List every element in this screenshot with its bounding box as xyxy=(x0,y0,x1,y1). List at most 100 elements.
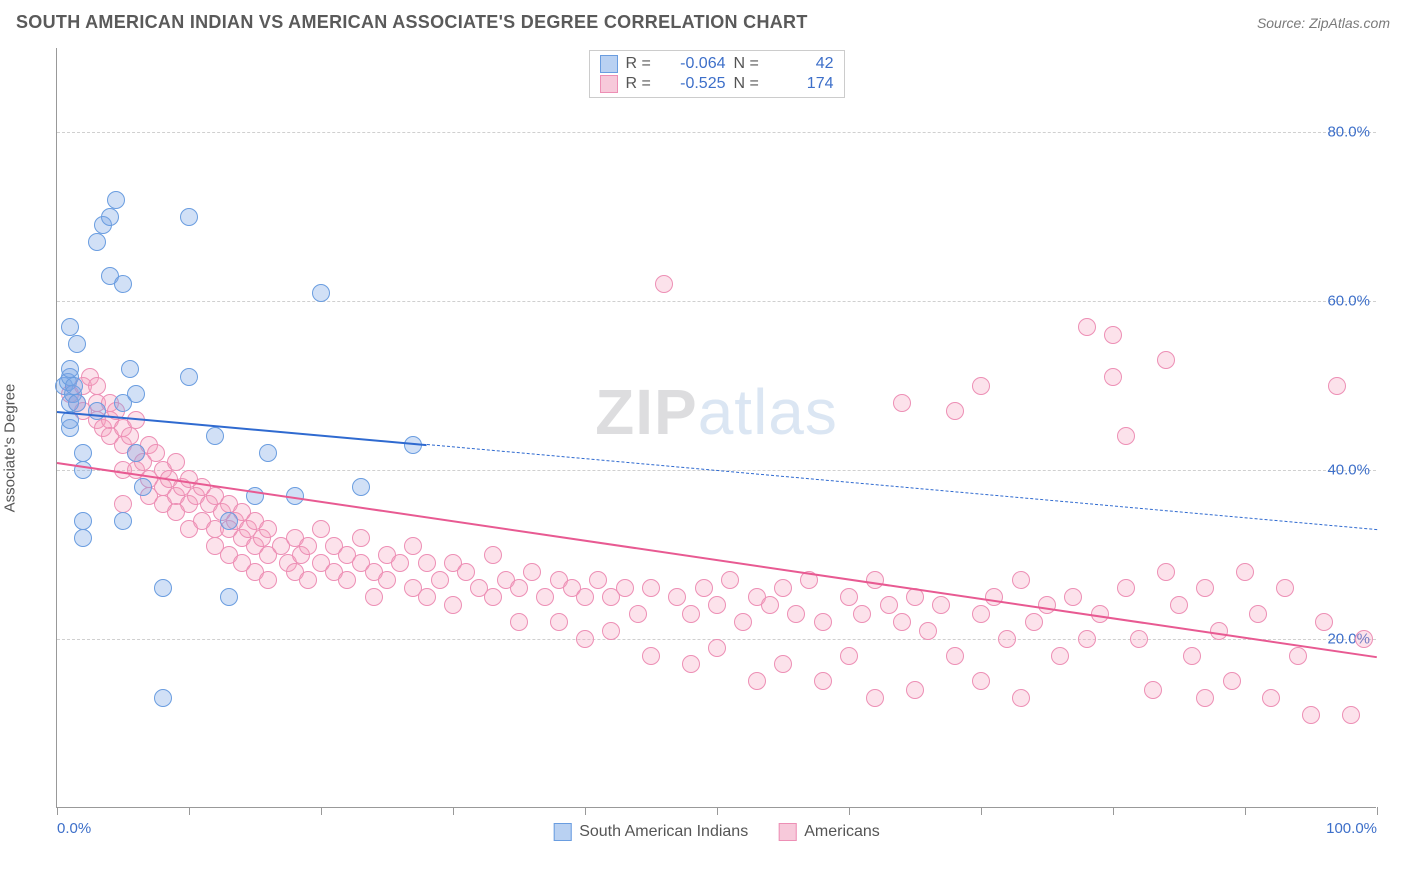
data-point xyxy=(682,605,700,623)
data-point xyxy=(1170,596,1188,614)
y-tick-label: 40.0% xyxy=(1327,462,1370,479)
n-label: N = xyxy=(734,55,764,73)
data-point xyxy=(866,689,884,707)
data-point xyxy=(147,444,165,462)
data-point xyxy=(484,588,502,606)
data-point xyxy=(946,647,964,665)
data-point xyxy=(1328,377,1346,395)
legend-label-pink: Americans xyxy=(804,823,880,841)
watermark-part2: atlas xyxy=(698,376,838,448)
data-point xyxy=(576,630,594,648)
data-point xyxy=(589,571,607,589)
x-tick xyxy=(585,807,586,815)
data-point xyxy=(101,208,119,226)
data-point xyxy=(774,579,792,597)
data-point xyxy=(206,427,224,445)
stats-row-blue: R = -0.064 N = 42 xyxy=(600,55,834,73)
data-point xyxy=(576,588,594,606)
data-point xyxy=(121,360,139,378)
data-point xyxy=(352,478,370,496)
data-point xyxy=(61,318,79,336)
data-point xyxy=(391,554,409,572)
data-point xyxy=(154,689,172,707)
data-point xyxy=(220,512,238,530)
data-point xyxy=(418,588,436,606)
data-point xyxy=(74,461,92,479)
data-point xyxy=(748,672,766,690)
data-point xyxy=(972,605,990,623)
data-point xyxy=(299,571,317,589)
data-point xyxy=(1355,630,1373,648)
data-point xyxy=(74,512,92,530)
data-point xyxy=(972,377,990,395)
r-value-blue: -0.064 xyxy=(664,55,726,73)
data-point xyxy=(510,613,528,631)
n-label: N = xyxy=(734,75,764,93)
data-point xyxy=(134,478,152,496)
data-point xyxy=(1038,596,1056,614)
x-tick-label: 100.0% xyxy=(1326,820,1377,837)
r-value-pink: -0.525 xyxy=(664,75,726,93)
data-point xyxy=(1276,579,1294,597)
data-point xyxy=(74,444,92,462)
data-point xyxy=(431,571,449,589)
data-point xyxy=(536,588,554,606)
data-point xyxy=(1144,681,1162,699)
data-point xyxy=(114,512,132,530)
data-point xyxy=(1104,326,1122,344)
data-point xyxy=(866,571,884,589)
data-point xyxy=(1315,613,1333,631)
data-point xyxy=(61,360,79,378)
data-point xyxy=(444,596,462,614)
data-point xyxy=(972,672,990,690)
swatch-pink-icon xyxy=(778,823,796,841)
data-point xyxy=(708,639,726,657)
data-point xyxy=(68,394,86,412)
chart-title: SOUTH AMERICAN INDIAN VS AMERICAN ASSOCI… xyxy=(16,12,808,33)
data-point xyxy=(642,647,660,665)
data-point xyxy=(418,554,436,572)
y-tick-label: 80.0% xyxy=(1327,124,1370,141)
swatch-blue-icon xyxy=(553,823,571,841)
data-point xyxy=(1302,706,1320,724)
n-value-pink: 174 xyxy=(772,75,834,93)
data-point xyxy=(312,520,330,538)
x-tick xyxy=(453,807,454,815)
data-point xyxy=(457,563,475,581)
data-point xyxy=(220,588,238,606)
legend-item-blue: South American Indians xyxy=(553,823,748,841)
trend-line xyxy=(57,462,1377,658)
data-point xyxy=(299,537,317,555)
data-point xyxy=(682,655,700,673)
data-point xyxy=(1262,689,1280,707)
legend-label-blue: South American Indians xyxy=(579,823,748,841)
stats-row-pink: R = -0.525 N = 174 xyxy=(600,75,834,93)
data-point xyxy=(1196,689,1214,707)
data-point xyxy=(154,579,172,597)
gridline xyxy=(57,132,1376,133)
data-point xyxy=(1051,647,1069,665)
x-tick xyxy=(57,807,58,815)
data-point xyxy=(510,579,528,597)
data-point xyxy=(1289,647,1307,665)
data-point xyxy=(365,588,383,606)
data-point xyxy=(523,563,541,581)
data-point xyxy=(107,191,125,209)
data-point xyxy=(484,546,502,564)
data-point xyxy=(734,613,752,631)
data-point xyxy=(352,529,370,547)
data-point xyxy=(1012,571,1030,589)
data-point xyxy=(1210,622,1228,640)
data-point xyxy=(840,588,858,606)
source-attribution: Source: ZipAtlas.com xyxy=(1257,15,1390,31)
swatch-blue xyxy=(600,55,618,73)
data-point xyxy=(88,377,106,395)
data-point xyxy=(65,377,83,395)
data-point xyxy=(1064,588,1082,606)
data-point xyxy=(88,233,106,251)
y-tick-label: 60.0% xyxy=(1327,293,1370,310)
swatch-pink xyxy=(600,75,618,93)
watermark: ZIPatlas xyxy=(595,375,838,449)
x-tick xyxy=(321,807,322,815)
data-point xyxy=(840,647,858,665)
